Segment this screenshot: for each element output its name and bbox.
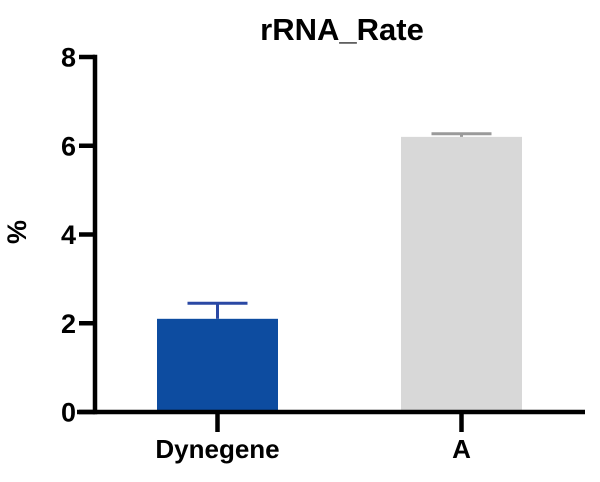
bar-dynegene xyxy=(157,318,278,412)
y-tick-label: 8 xyxy=(61,43,76,73)
y-tick-label: 2 xyxy=(61,309,76,339)
y-axis-label: % xyxy=(2,220,32,244)
y-tick-label: 6 xyxy=(61,131,76,161)
plot-area: Dynegene A 0 2 4 6 8 xyxy=(61,43,585,464)
y-tick-label: 0 xyxy=(61,398,76,428)
bar-a xyxy=(401,136,522,412)
chart-title: rRNA_Rate xyxy=(260,12,424,47)
x-category-label: A xyxy=(452,434,471,464)
y-tick-label: 4 xyxy=(61,220,76,250)
x-category-label: Dynegene xyxy=(155,434,279,464)
